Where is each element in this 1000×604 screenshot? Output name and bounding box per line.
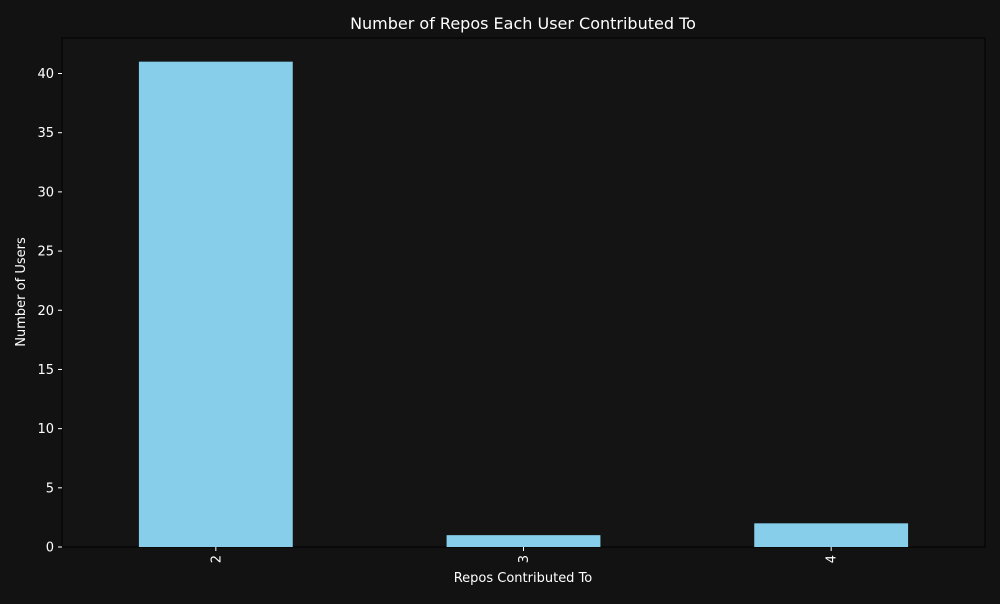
y-tick-label: 25 (37, 245, 54, 260)
y-tick-label: 30 (37, 185, 54, 200)
y-tick-label: 40 (37, 67, 54, 82)
x-axis-label: Repos Contributed To (454, 571, 593, 586)
x-axis: 2 3 4 (209, 547, 840, 563)
x-tick-label: 3 (517, 555, 532, 563)
bars-layer (138, 61, 909, 548)
y-tick-label: 0 (46, 541, 54, 556)
y-tick-label: 15 (37, 363, 54, 378)
bar-3 (446, 535, 601, 547)
x-tick-label: 4 (825, 555, 840, 563)
y-tick-label: 10 (37, 422, 54, 437)
y-axis-label: Number of Users (14, 237, 29, 347)
y-tick-label: 5 (46, 481, 54, 496)
bar-2 (138, 61, 293, 548)
y-tick-label: 35 (37, 126, 54, 141)
chart-title: Number of Repos Each User Contributed To (350, 14, 696, 33)
bar-4 (754, 523, 909, 547)
y-tick-label: 20 (37, 304, 54, 319)
y-axis: 0 5 10 15 20 25 30 35 40 (37, 67, 62, 556)
x-tick-label: 2 (209, 555, 224, 563)
